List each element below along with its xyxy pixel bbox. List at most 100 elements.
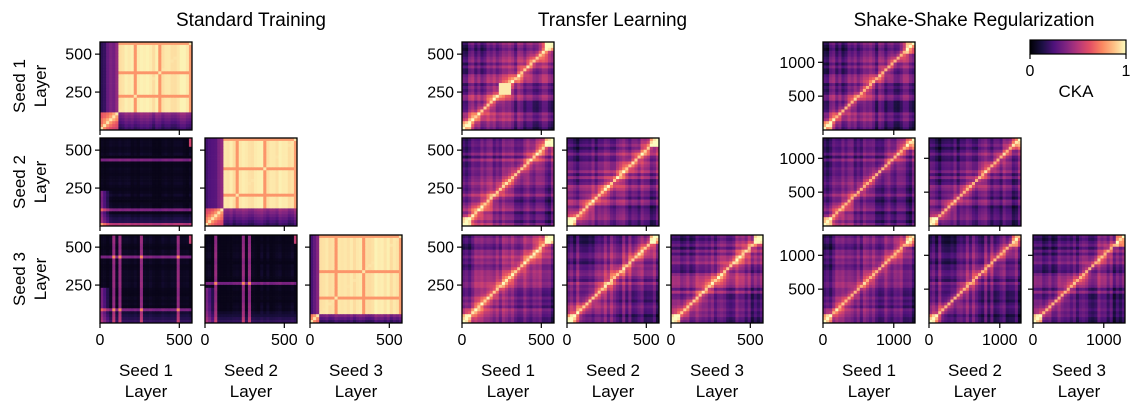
- heatmap-cell: [121, 276, 125, 280]
- heatmap-cell: [214, 140, 218, 145]
- heatmap-cell: [251, 193, 255, 198]
- heatmap-cell: [139, 50, 144, 55]
- heatmap-cell: [374, 276, 378, 280]
- heatmap-cell: [211, 149, 215, 154]
- heatmap-cell: [220, 308, 224, 312]
- heatmap-cell: [103, 190, 107, 195]
- heatmap-cell: [229, 302, 233, 306]
- heatmap-cell: [185, 211, 190, 215]
- heatmap-cell: [319, 240, 323, 245]
- heatmap-cell: [176, 252, 181, 256]
- heatmap-cell: [152, 173, 156, 177]
- heatmap-cell: [211, 202, 215, 206]
- heatmap-cell: [254, 317, 258, 321]
- heatmap-cell: [287, 320, 292, 324]
- heatmap-cell: [356, 237, 360, 242]
- heatmap-cell: [356, 267, 360, 271]
- heatmap-cell: [287, 205, 292, 209]
- heatmap-cell: [112, 173, 116, 177]
- heatmap-cell: [281, 196, 286, 200]
- heatmap-cell: [106, 252, 110, 256]
- heatmap-cell: [109, 138, 113, 142]
- heatmap-cell: [232, 296, 237, 300]
- heatmap-cell: [118, 237, 122, 242]
- heatmap-cell: [319, 261, 323, 265]
- heatmap-cell: [142, 293, 147, 297]
- heatmap-cell: [109, 97, 113, 102]
- heatmap-cell: [118, 299, 122, 303]
- heatmap-cell: [247, 258, 252, 262]
- heatmap-cell: [188, 293, 193, 297]
- heatmap-cell: [118, 94, 122, 99]
- heatmap-cell: [241, 267, 246, 271]
- heatmap-cell: [152, 305, 156, 309]
- heatmap-cell: [217, 246, 221, 251]
- heatmap-cell: [112, 80, 116, 84]
- heatmap-cell: [254, 173, 258, 177]
- heatmap-cell: [205, 252, 209, 256]
- heatmap-cell: [223, 279, 227, 283]
- heatmap-cell: [158, 276, 162, 280]
- heatmap-cell: [118, 106, 122, 110]
- heatmap-cell: [142, 302, 147, 306]
- heatmap-cell: [182, 138, 187, 142]
- heatmap-cell: [146, 86, 150, 90]
- heatmap-cell: [118, 217, 122, 221]
- heatmap-cell: [161, 240, 165, 245]
- heatmap-cell: [244, 290, 249, 295]
- heatmap-cell: [139, 143, 144, 148]
- heatmap-cell: [164, 214, 168, 218]
- heatmap-cell: [205, 158, 209, 162]
- heatmap-cell: [269, 240, 273, 245]
- heatmap-cell: [281, 308, 286, 312]
- heatmap-cell: [100, 115, 104, 119]
- heatmap-cell: [182, 100, 187, 104]
- heatmap-cell: [121, 255, 125, 259]
- heatmap-cell: [139, 205, 144, 209]
- heatmap-cell: [173, 243, 178, 248]
- heatmap-cell: [331, 237, 335, 242]
- heatmap-cell: [247, 284, 252, 289]
- heatmap-cell: [136, 199, 141, 203]
- heatmap-cell: [269, 214, 273, 218]
- heatmap-cell: [106, 187, 110, 192]
- heatmap-cell: [244, 311, 249, 315]
- heatmap-cell: [377, 267, 381, 271]
- heatmap-cell: [142, 190, 147, 195]
- heatmap-cell: [182, 214, 187, 218]
- heatmap-cell: [133, 80, 138, 84]
- heatmap-cell: [133, 65, 138, 69]
- heatmap-cell: [287, 314, 292, 318]
- heatmap-cell: [124, 296, 128, 300]
- heatmap-cell: [161, 44, 165, 49]
- heatmap-cell: [142, 149, 147, 154]
- heatmap-cell: [287, 217, 292, 221]
- heatmap-cell: [275, 217, 279, 221]
- heatmap-cell: [124, 77, 128, 81]
- heatmap-cell: [161, 83, 165, 87]
- heatmap-cell: [158, 170, 162, 174]
- heatmap-cell: [395, 270, 400, 274]
- heatmap-cell: [106, 314, 110, 318]
- heatmap-cell: [146, 94, 150, 99]
- heatmap-cell: [179, 44, 184, 49]
- heatmap-cell: [124, 50, 128, 55]
- heatmap-cell: [220, 187, 224, 192]
- heatmap-cell: [155, 182, 159, 186]
- heatmap-cell: [182, 217, 187, 221]
- heatmap-cell: [155, 44, 159, 49]
- heatmap-cell: [118, 44, 122, 49]
- heatmap-cell: [325, 273, 329, 277]
- heatmap-cell: [331, 249, 335, 253]
- heatmap-cell: [167, 235, 171, 239]
- heatmap-cell: [241, 290, 246, 295]
- heatmap-cell: [217, 255, 221, 259]
- heatmap-cell: [149, 158, 153, 162]
- heatmap-cell: [208, 235, 212, 239]
- heatmap-cell: [130, 287, 135, 292]
- heatmap-cell: [257, 205, 261, 209]
- heatmap-cell: [263, 308, 267, 312]
- heatmap-cell: [112, 223, 116, 227]
- heatmap-cell: [164, 112, 168, 116]
- heatmap-cell: [133, 59, 138, 63]
